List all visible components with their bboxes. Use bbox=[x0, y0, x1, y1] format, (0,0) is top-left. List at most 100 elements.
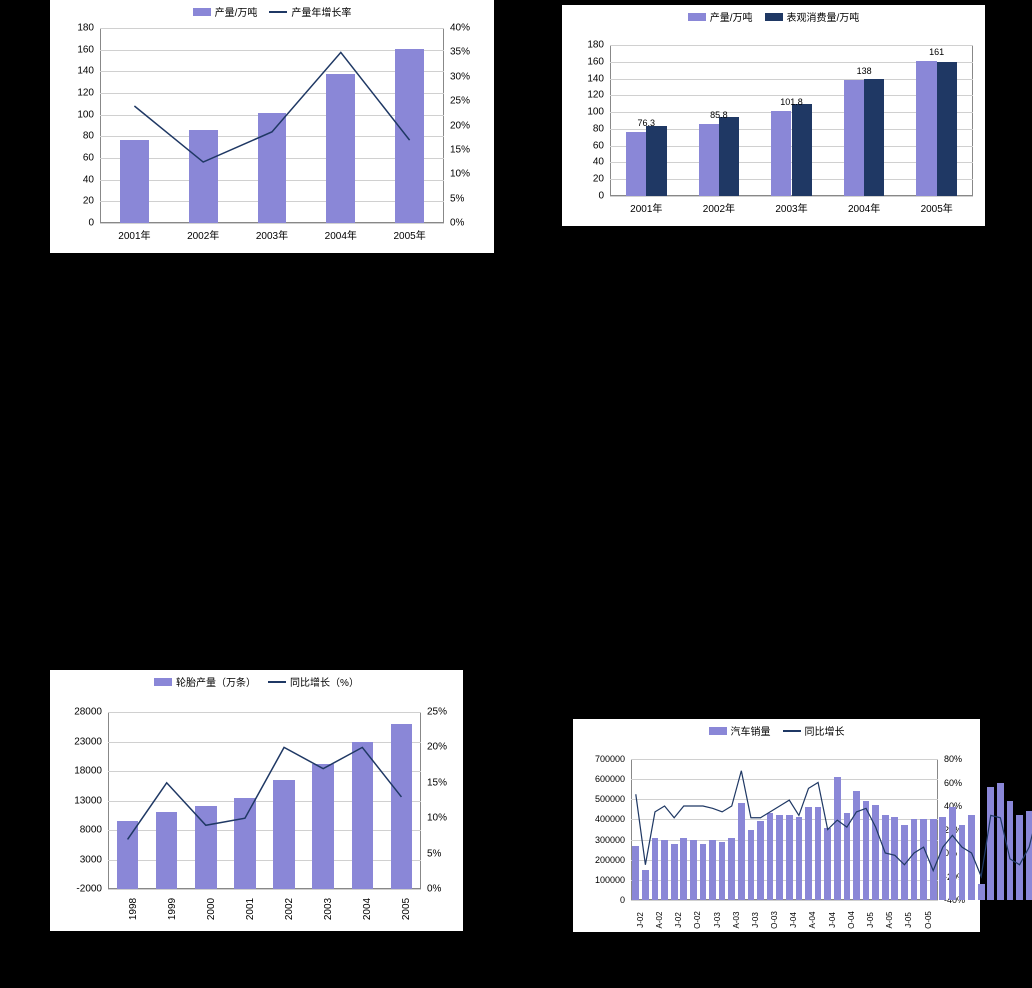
bar bbox=[864, 79, 884, 196]
bar bbox=[937, 62, 957, 196]
x-axis-tick: 2005年 bbox=[921, 196, 953, 215]
y-axis-tick-left: 120 bbox=[587, 90, 610, 101]
chart-panel: 产量/万吨产量年增长率 0204060801001201401601800%5%1… bbox=[50, 0, 494, 253]
bar bbox=[949, 807, 956, 900]
y-axis-tick-right: 0% bbox=[421, 884, 441, 895]
y-axis-tick-left: 13000 bbox=[74, 795, 108, 806]
y-axis-tick-left: 3000 bbox=[80, 854, 108, 865]
bar bbox=[1016, 815, 1023, 900]
legend-label: 轮胎产量（万条） bbox=[176, 674, 256, 689]
bar bbox=[939, 817, 946, 900]
plot-area: 0100000200000300000400000500000600000700… bbox=[631, 759, 938, 900]
x-axis-tick: J-04 bbox=[828, 912, 837, 928]
y-axis-tick-right: 25% bbox=[444, 96, 470, 107]
x-axis-tick: A-05 bbox=[885, 912, 894, 929]
x-axis-tick: 1999 bbox=[167, 898, 178, 920]
y-axis-tick-left: 180 bbox=[77, 23, 100, 34]
y-axis-tick-right: 5% bbox=[444, 193, 464, 204]
y-axis-tick-right: 15% bbox=[444, 144, 470, 155]
x-axis-tick: O-05 bbox=[924, 911, 933, 929]
y-axis-tick-left: 700000 bbox=[595, 754, 631, 764]
y-axis-tick-left: 40 bbox=[593, 157, 610, 168]
y-axis-tick-left: 80 bbox=[593, 123, 610, 134]
bar bbox=[792, 104, 812, 196]
chart-panel: 轮胎产量（万条） 同比增长（%） -200030008000130001800023… bbox=[50, 670, 463, 931]
x-axis-tick: O-02 bbox=[693, 911, 702, 929]
x-axis-tick: 2004 bbox=[362, 898, 373, 920]
y-axis-tick-left: 140 bbox=[77, 66, 100, 77]
bar bbox=[699, 124, 719, 196]
y-axis-tick-right: 15% bbox=[421, 777, 447, 788]
legend-item: 产量/万吨 bbox=[688, 9, 753, 24]
y-axis-tick-left: 18000 bbox=[74, 766, 108, 777]
bar bbox=[719, 117, 739, 196]
y-axis-tick-right: 30% bbox=[444, 71, 470, 82]
y-axis-tick-left: 300000 bbox=[595, 835, 631, 845]
legend-label: 同比增长（%） bbox=[290, 674, 359, 689]
legend-bar-swatch bbox=[154, 678, 172, 686]
chart-panel: 汽车销量同比增长 01000002000003000004000005000006… bbox=[573, 719, 980, 932]
x-axis-tick: O-03 bbox=[770, 911, 779, 929]
legend-bar-swatch bbox=[688, 13, 706, 21]
y-axis-tick-right: 5% bbox=[421, 848, 441, 859]
legend-bar-swatch bbox=[709, 727, 727, 735]
y-axis-tick-right: 0% bbox=[444, 218, 464, 229]
legend-label: 产量/万吨 bbox=[215, 4, 258, 19]
bar bbox=[978, 884, 985, 900]
x-axis-tick: J-03 bbox=[713, 912, 722, 928]
x-axis-tick: A-03 bbox=[732, 912, 741, 929]
plot-area: 0204060801001201401601800%5%10%15%20%25%… bbox=[100, 28, 444, 223]
y-axis-tick-left: 160 bbox=[77, 44, 100, 55]
legend-line-swatch bbox=[269, 11, 287, 13]
y-axis-tick-right: 20% bbox=[444, 120, 470, 131]
x-axis-tick: 2000 bbox=[206, 898, 217, 920]
data-label: 138 bbox=[857, 66, 872, 76]
y-axis-tick-right: 40% bbox=[444, 23, 470, 34]
gridline bbox=[631, 900, 938, 901]
y-axis-tick-left: 100000 bbox=[595, 875, 631, 885]
x-axis-tick: 2002年 bbox=[187, 223, 219, 242]
x-axis-tick: 2003年 bbox=[256, 223, 288, 242]
chart-legend: 产量/万吨产量年增长率 bbox=[50, 0, 494, 23]
bar bbox=[646, 126, 666, 196]
bar bbox=[844, 80, 864, 196]
bar bbox=[1026, 811, 1032, 900]
y-axis-tick-left: 20 bbox=[593, 174, 610, 185]
legend-item: 同比增长 bbox=[783, 723, 845, 738]
x-axis-tick: J-04 bbox=[789, 912, 798, 928]
line-series bbox=[631, 759, 938, 900]
bar bbox=[626, 132, 646, 196]
y-axis-tick-left: 20 bbox=[83, 196, 100, 207]
x-axis-tick: A-04 bbox=[808, 912, 817, 929]
gridline bbox=[610, 45, 973, 46]
y-axis-tick-left: 120 bbox=[77, 88, 100, 99]
y-axis-tick-left: 60 bbox=[593, 140, 610, 151]
y-axis-tick-left: 180 bbox=[587, 40, 610, 51]
y-axis-tick-left: 100 bbox=[587, 107, 610, 118]
x-axis-tick: 2001年 bbox=[118, 223, 150, 242]
legend-line-swatch bbox=[783, 730, 801, 732]
line-series bbox=[108, 712, 421, 889]
x-axis-tick: J-05 bbox=[904, 912, 913, 928]
x-axis-tick: 2001年 bbox=[630, 196, 662, 215]
y-axis-tick-left: 0 bbox=[620, 895, 631, 905]
x-axis-tick: 1998 bbox=[128, 898, 139, 920]
bar bbox=[771, 111, 791, 196]
x-axis-tick: J-02 bbox=[636, 912, 645, 928]
y-axis-tick-right: 10% bbox=[444, 169, 470, 180]
x-axis-tick: 2003 bbox=[323, 898, 334, 920]
legend-item: 汽车销量 bbox=[709, 723, 771, 738]
chart-legend: 汽车销量同比增长 bbox=[573, 719, 980, 742]
y-axis-tick-left: 28000 bbox=[74, 707, 108, 718]
chart-legend: 轮胎产量（万条） 同比增长（%） bbox=[50, 670, 463, 693]
x-axis-tick: J-02 bbox=[674, 912, 683, 928]
y-axis-tick-left: 140 bbox=[587, 73, 610, 84]
data-label: 85.8 bbox=[710, 110, 728, 120]
data-label: 161 bbox=[929, 47, 944, 57]
y-axis-tick-left: -2000 bbox=[76, 884, 108, 895]
plot-area: -200030008000130001800023000280000%5%10%… bbox=[108, 712, 421, 889]
y-axis-tick-left: 600000 bbox=[595, 774, 631, 784]
x-axis-tick: 2004年 bbox=[325, 223, 357, 242]
y-axis-tick-right: 35% bbox=[444, 47, 470, 58]
line-series bbox=[100, 28, 444, 223]
